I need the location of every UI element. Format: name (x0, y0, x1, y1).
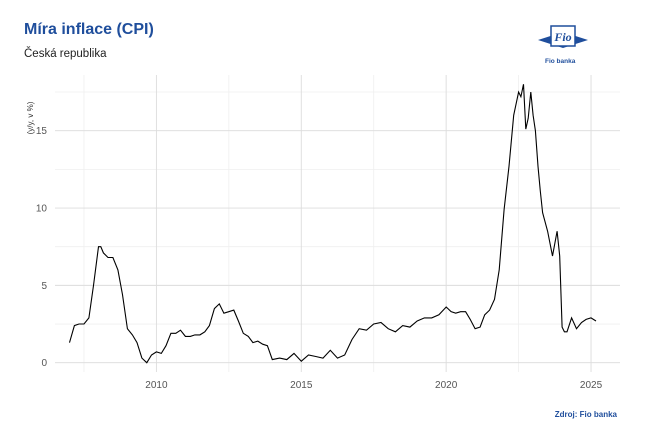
x-tick-label: 2020 (435, 380, 458, 391)
chart-title: Míra inflace (CPI) (24, 21, 154, 38)
source-note: Zdroj: Fio banka (554, 410, 617, 419)
y-axis-ticks: 0 5 10 15 (36, 126, 48, 369)
x-tick-label: 2010 (145, 380, 168, 391)
y-tick-label: 5 (41, 281, 47, 292)
x-axis-ticks: 2010 2015 2020 2025 (145, 380, 602, 391)
y-tick-label: 15 (36, 126, 48, 137)
logo-caption: Fio banka (545, 58, 576, 65)
y-tick-label: 0 (41, 358, 47, 369)
grid-lines (55, 75, 620, 372)
fio-logo-icon: Fio (538, 25, 588, 48)
x-tick-label: 2015 (290, 380, 313, 391)
y-axis-label: (y/y, v %) (26, 101, 35, 134)
chart-subtitle: Česká republika (24, 48, 107, 60)
cpi-series-line (68, 84, 597, 364)
x-tick-label: 2025 (580, 380, 603, 391)
y-tick-label: 10 (36, 204, 48, 215)
logo-wordmark: Fio (553, 30, 571, 44)
